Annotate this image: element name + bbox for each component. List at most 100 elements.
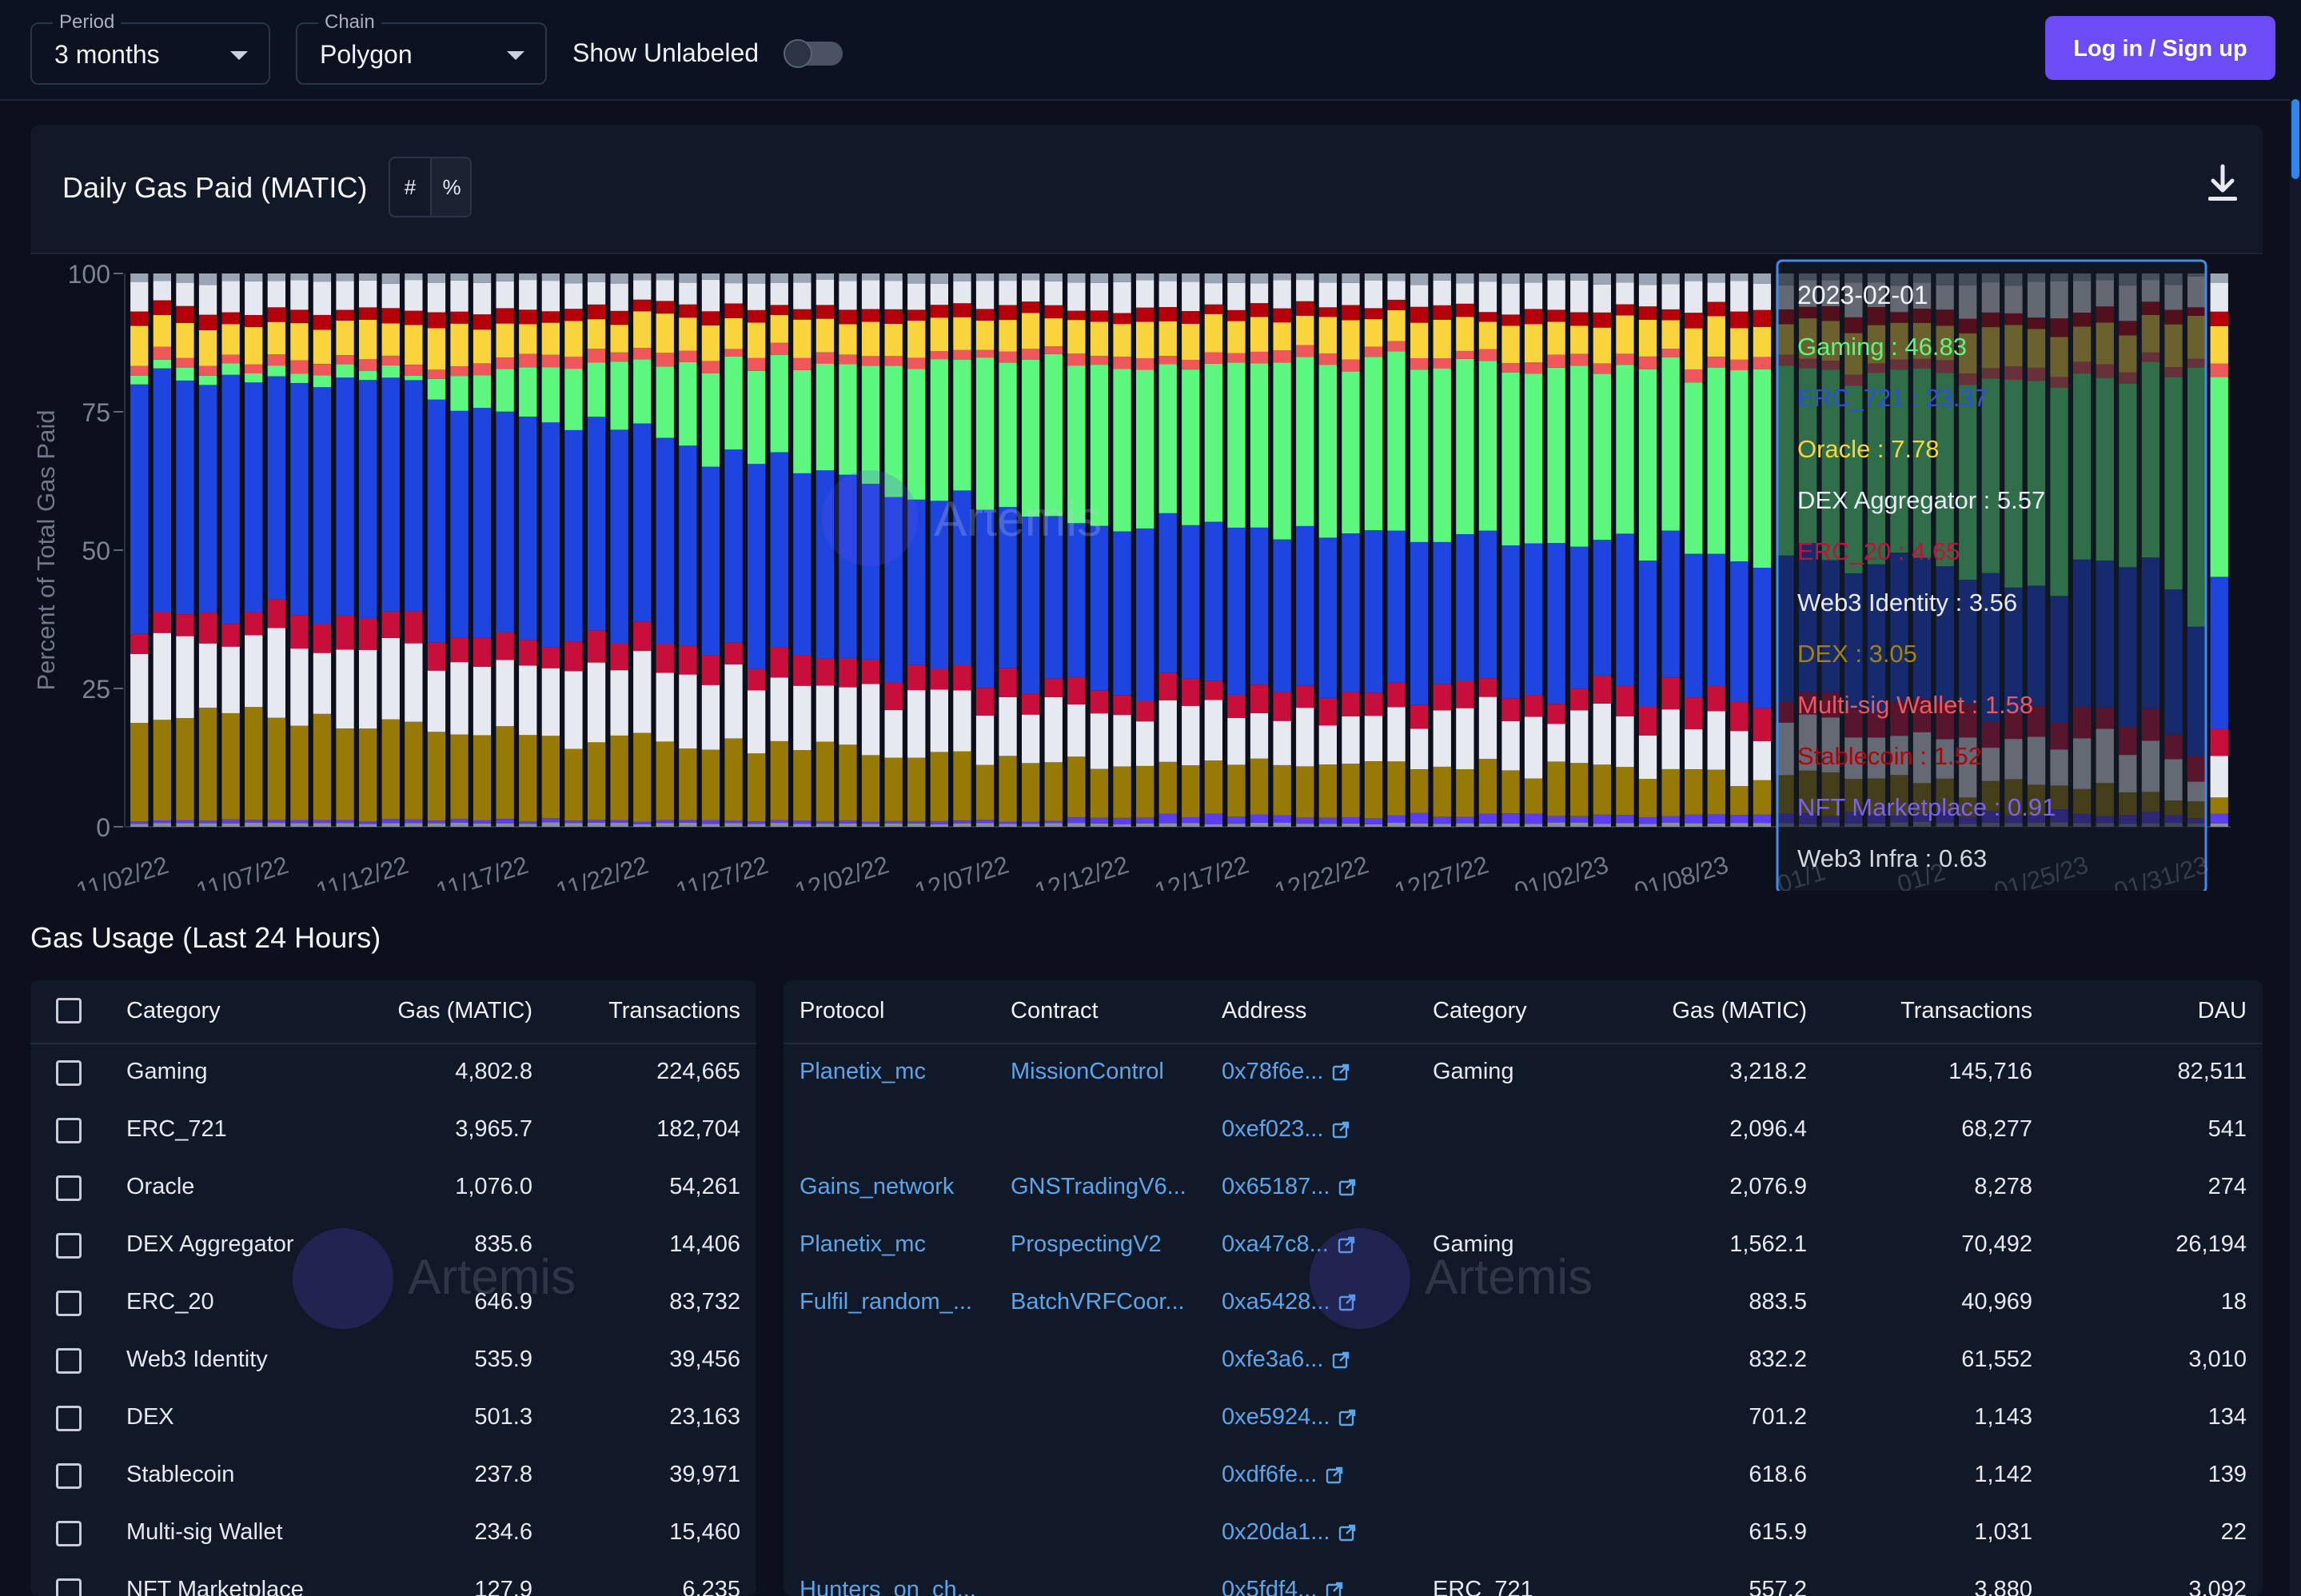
bar-segment[interactable] bbox=[1387, 707, 1406, 762]
bar-segment[interactable] bbox=[427, 820, 446, 824]
bar-segment[interactable] bbox=[564, 283, 583, 309]
bar-segment[interactable] bbox=[245, 822, 263, 827]
bar-segment[interactable] bbox=[610, 361, 628, 430]
bar-segment[interactable] bbox=[1182, 273, 1200, 282]
bar-segment[interactable] bbox=[748, 322, 766, 358]
bar-segment[interactable] bbox=[930, 668, 948, 690]
bar-segment[interactable] bbox=[1433, 280, 1451, 305]
bar-segment[interactable] bbox=[153, 632, 171, 720]
bar-segment[interactable] bbox=[1342, 716, 1360, 764]
bar-segment[interactable] bbox=[1753, 823, 1772, 828]
bar-segment[interactable] bbox=[1685, 814, 1703, 824]
bar-segment[interactable] bbox=[975, 309, 995, 321]
bar-segment[interactable] bbox=[587, 349, 606, 363]
address-link[interactable]: 0x65187... bbox=[1222, 1174, 1357, 1200]
contract-link[interactable]: GNSTradingV6... bbox=[1011, 1174, 1186, 1199]
bar-segment[interactable] bbox=[610, 735, 628, 820]
bar-segment[interactable] bbox=[587, 822, 606, 827]
bar-segment[interactable] bbox=[1456, 816, 1474, 824]
bar-segment[interactable] bbox=[656, 313, 674, 353]
column-header-transactions[interactable]: Transactions bbox=[608, 998, 740, 1023]
bar-segment[interactable] bbox=[953, 690, 971, 752]
bar-segment[interactable] bbox=[450, 662, 469, 735]
bar-segment[interactable] bbox=[1730, 786, 1749, 816]
bar-segment[interactable] bbox=[427, 642, 446, 671]
bar-segment[interactable] bbox=[999, 305, 1017, 321]
percent-mode-button[interactable]: % bbox=[432, 158, 470, 216]
bar-segment[interactable] bbox=[907, 320, 926, 358]
bar-segment[interactable] bbox=[1501, 720, 1520, 771]
bar-segment[interactable] bbox=[405, 819, 423, 824]
bar-segment[interactable] bbox=[953, 360, 971, 491]
bar-segment[interactable] bbox=[1456, 283, 1474, 304]
column-header-category[interactable]: Category bbox=[1433, 998, 1527, 1023]
bar-segment[interactable] bbox=[1410, 824, 1429, 827]
bar-segment[interactable] bbox=[839, 823, 857, 827]
bar-segment[interactable] bbox=[496, 273, 514, 281]
bar-segment[interactable] bbox=[633, 824, 652, 827]
external-link-icon[interactable] bbox=[1325, 1581, 1344, 1596]
bar-segment[interactable] bbox=[473, 408, 492, 638]
bar-segment[interactable] bbox=[405, 721, 423, 820]
bar-segment[interactable] bbox=[656, 672, 674, 742]
table-row[interactable]: Hunters_on_ch... 0x5fdf4... ERC_721 557.… bbox=[784, 1562, 2263, 1596]
bar-segment[interactable] bbox=[313, 329, 332, 364]
bar-segment[interactable] bbox=[405, 375, 423, 381]
bar-segment[interactable] bbox=[1067, 365, 1086, 524]
bar-segment[interactable] bbox=[313, 387, 332, 624]
bar-segment[interactable] bbox=[1318, 273, 1337, 283]
bar-segment[interactable] bbox=[2210, 756, 2228, 798]
bar-segment[interactable] bbox=[313, 314, 332, 330]
bar-segment[interactable] bbox=[359, 280, 377, 308]
table-row[interactable]: Gaming 4,802.8 224,665 bbox=[30, 1044, 756, 1102]
bar-segment[interactable] bbox=[1090, 768, 1109, 818]
bar-segment[interactable] bbox=[198, 330, 217, 366]
column-header-gas[interactable]: Gas (MATIC) bbox=[397, 998, 532, 1023]
bar-segment[interactable] bbox=[1158, 823, 1177, 827]
bar-segment[interactable] bbox=[381, 355, 400, 365]
bar-segment[interactable] bbox=[633, 299, 652, 312]
bar-segment[interactable] bbox=[2210, 728, 2228, 756]
address-text[interactable]: 0x78f6e... bbox=[1222, 1059, 1324, 1084]
bar-segment[interactable] bbox=[1136, 528, 1154, 701]
bar-segment[interactable] bbox=[587, 662, 606, 743]
bar-segment[interactable] bbox=[564, 321, 583, 357]
bar-segment[interactable] bbox=[1593, 540, 1611, 676]
bar-segment[interactable] bbox=[267, 281, 285, 308]
bar-segment[interactable] bbox=[1022, 273, 1040, 281]
bar-segment[interactable] bbox=[1090, 817, 1109, 824]
bar-segment[interactable] bbox=[1593, 704, 1611, 765]
bar-segment[interactable] bbox=[1478, 321, 1497, 349]
bar-segment[interactable] bbox=[1685, 553, 1703, 698]
table-row[interactable]: ERC_721 3,965.7 182,704 bbox=[30, 1102, 756, 1159]
bar-segment[interactable] bbox=[130, 384, 149, 634]
bar-segment[interactable] bbox=[656, 437, 674, 644]
bar-segment[interactable] bbox=[564, 429, 583, 642]
bar-segment[interactable] bbox=[1387, 341, 1406, 352]
bar-segment[interactable] bbox=[267, 307, 285, 322]
bar-segment[interactable] bbox=[1044, 318, 1063, 346]
bar-segment[interactable] bbox=[1250, 283, 1269, 304]
download-icon[interactable] bbox=[2203, 163, 2242, 205]
bar-segment[interactable] bbox=[1638, 735, 1657, 779]
bar-segment[interactable] bbox=[1364, 319, 1383, 347]
bar-segment[interactable] bbox=[1501, 314, 1520, 326]
bar-segment[interactable] bbox=[245, 382, 263, 612]
bar-segment[interactable] bbox=[1158, 321, 1177, 357]
bar-segment[interactable] bbox=[1547, 704, 1565, 724]
bar-segment[interactable] bbox=[1410, 273, 1429, 285]
bar-segment[interactable] bbox=[1113, 817, 1131, 824]
bar-segment[interactable] bbox=[1113, 824, 1131, 827]
bar-segment[interactable] bbox=[427, 369, 446, 379]
bar-segment[interactable] bbox=[1296, 525, 1314, 686]
bar-segment[interactable] bbox=[564, 309, 583, 321]
bar-segment[interactable] bbox=[1753, 309, 1772, 327]
bar-segment[interactable] bbox=[656, 366, 674, 438]
bar-segment[interactable] bbox=[1022, 349, 1040, 360]
bar-segment[interactable] bbox=[427, 399, 446, 643]
bar-segment[interactable] bbox=[1318, 282, 1337, 308]
bar-segment[interactable] bbox=[884, 281, 903, 309]
bar-segment[interactable] bbox=[1730, 701, 1749, 732]
bar-segment[interactable] bbox=[770, 647, 788, 678]
bar-segment[interactable] bbox=[176, 322, 194, 358]
